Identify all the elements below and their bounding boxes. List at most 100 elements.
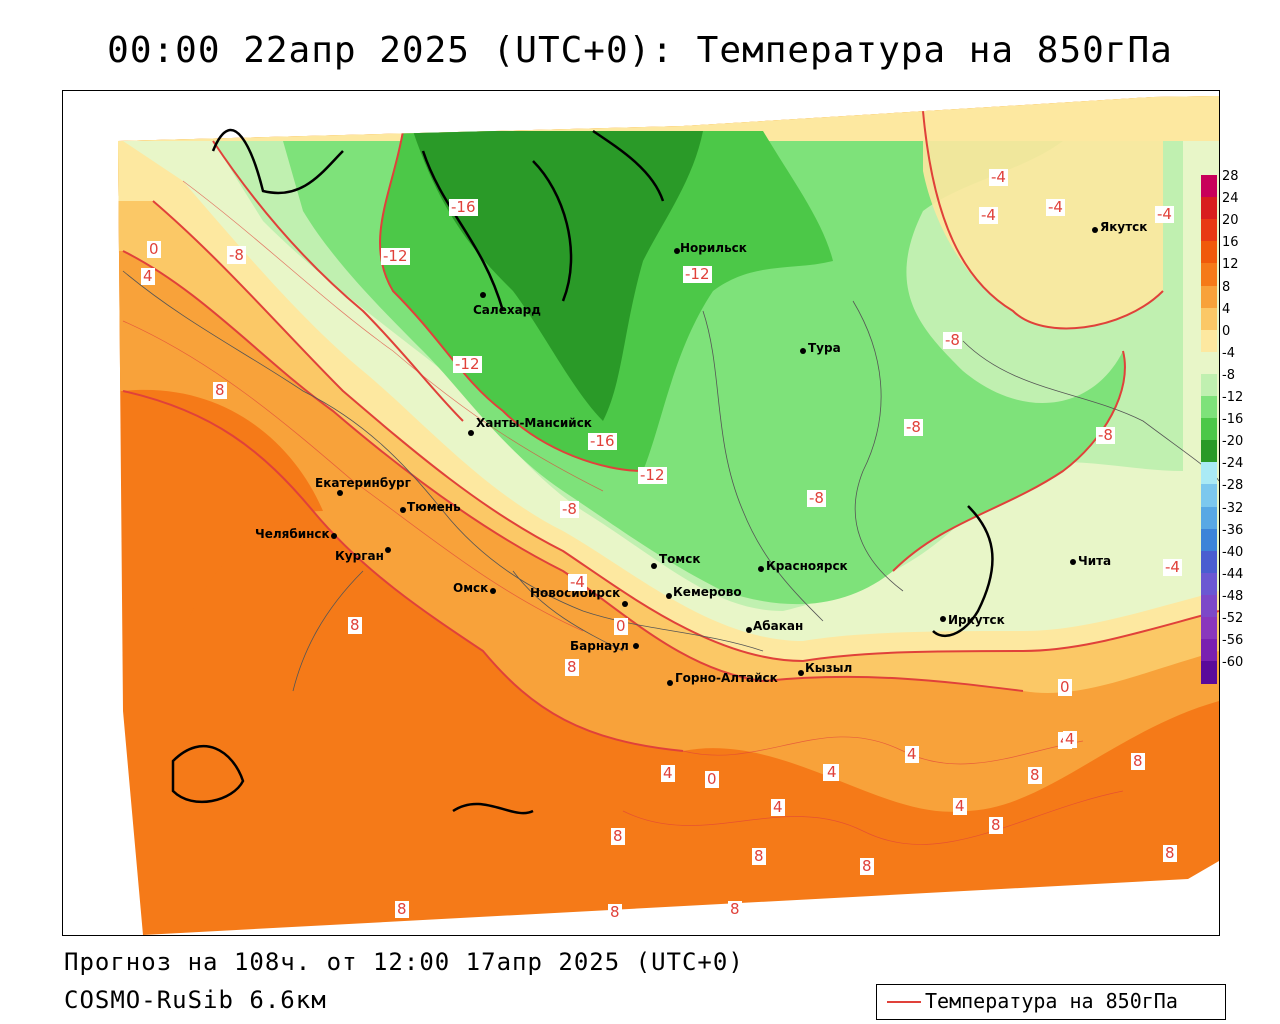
legend-label: Температура на 850гПа bbox=[925, 989, 1178, 1013]
city-label: Абакан bbox=[753, 619, 804, 633]
city-label: Иркутск bbox=[948, 613, 1005, 627]
city-dot bbox=[622, 601, 628, 607]
contour-label: 8 bbox=[1131, 752, 1145, 770]
contour-label: -4 bbox=[1046, 198, 1065, 216]
contour-label: -12 bbox=[381, 247, 410, 265]
colorbar-segment bbox=[1201, 639, 1217, 662]
city-dot bbox=[798, 670, 804, 676]
colorbar-tick-label: -4 bbox=[1222, 345, 1235, 361]
city-label: Омск bbox=[453, 581, 489, 595]
city-label: Курган bbox=[335, 549, 384, 563]
colorbar-segment bbox=[1201, 484, 1217, 507]
city-label: Кемерово bbox=[673, 585, 742, 599]
contour-label: 8 bbox=[213, 381, 227, 399]
contour-label: 4 bbox=[1063, 730, 1077, 748]
city-label: Кызыл bbox=[805, 661, 853, 675]
contour-label: -12 bbox=[638, 466, 667, 484]
colorbar-tick-label: -48 bbox=[1222, 588, 1244, 604]
city-dot bbox=[940, 616, 946, 622]
city-dot bbox=[746, 627, 752, 633]
city-label: Чита bbox=[1078, 554, 1112, 568]
city-dot bbox=[1070, 559, 1076, 565]
colorbar-segment bbox=[1201, 550, 1217, 574]
colorbar-tick-label: -40 bbox=[1222, 544, 1244, 560]
colorbar-segment bbox=[1201, 462, 1217, 485]
city-label: Томск bbox=[659, 552, 701, 566]
colorbar-segment bbox=[1201, 241, 1217, 264]
city-label: Тура bbox=[808, 341, 841, 355]
contour-label: 4 bbox=[953, 797, 967, 815]
contour-label: 8 bbox=[611, 827, 625, 845]
colorbar-tick-label: 20 bbox=[1222, 213, 1239, 229]
contour-label: -12 bbox=[683, 265, 712, 283]
city-dot bbox=[674, 248, 680, 254]
colorbar-tick-label: -12 bbox=[1222, 390, 1244, 405]
colorbar-segment bbox=[1201, 661, 1217, 684]
contour-label: 8 bbox=[728, 900, 742, 918]
city-label: Ханты-Мансийск bbox=[476, 416, 592, 430]
contour-label: 8 bbox=[1028, 766, 1042, 784]
colorbar-strip bbox=[1201, 175, 1217, 684]
colorbar-segment bbox=[1201, 373, 1217, 397]
contour-label: 0 bbox=[147, 240, 161, 258]
city-dot bbox=[758, 566, 764, 572]
city-dot bbox=[666, 593, 672, 599]
contour-label: 4 bbox=[771, 798, 785, 816]
colorbar-tick-label: -44 bbox=[1222, 566, 1244, 582]
colorbar-segment bbox=[1201, 197, 1217, 220]
map-area[interactable]: Норильск Салехард Тура Якутск Ханты-Манс… bbox=[62, 90, 1220, 936]
colorbar-tick-label: -36 bbox=[1222, 522, 1244, 538]
contour-label: 0 bbox=[705, 770, 719, 788]
city-label: Екатеринбург bbox=[315, 476, 411, 490]
city-dot bbox=[651, 563, 657, 569]
contour-label: 0 bbox=[614, 617, 628, 635]
contour-label: 4 bbox=[141, 267, 155, 285]
contour-label: -8 bbox=[943, 331, 962, 349]
model-name: COSMO-RuSib 6.6км bbox=[64, 986, 327, 1014]
city-dot bbox=[385, 547, 391, 553]
city-dot bbox=[633, 643, 639, 649]
contour-label: -16 bbox=[588, 432, 617, 450]
city-label: Салехард bbox=[473, 303, 541, 317]
city-dot bbox=[800, 348, 806, 354]
city-dot bbox=[1092, 227, 1098, 233]
contour-label: -12 bbox=[453, 355, 482, 373]
contour-label: -8 bbox=[560, 500, 579, 518]
temperature-field bbox=[118, 96, 1219, 935]
city-label: Челябинск bbox=[255, 527, 330, 541]
colorbar-segment bbox=[1201, 528, 1217, 552]
colorbar-tick-label: -20 bbox=[1222, 434, 1244, 450]
colorbar-tick-label: 4 bbox=[1222, 301, 1231, 317]
contour-label: -8 bbox=[904, 418, 923, 436]
contour-label: 8 bbox=[989, 816, 1003, 834]
map-title: 00:00 22апр 2025 (UTC+0): Температура на… bbox=[107, 30, 1173, 71]
colorbar-tick-label: 28 bbox=[1222, 169, 1239, 184]
colorbar-tick-label: 12 bbox=[1222, 257, 1239, 273]
colorbar-tick-label: -28 bbox=[1222, 478, 1244, 494]
contour-label: 4 bbox=[661, 764, 675, 782]
city-label: Барнаул bbox=[570, 639, 629, 653]
city-dot bbox=[667, 680, 673, 686]
city-dot bbox=[468, 430, 474, 436]
city-label: Тюмень bbox=[407, 500, 461, 514]
colorbar-segment bbox=[1201, 396, 1217, 419]
colorbar-tick-label: -52 bbox=[1222, 611, 1244, 626]
contour-label: 8 bbox=[348, 616, 362, 634]
contour-label: -4 bbox=[568, 573, 587, 591]
contour-label: 0 bbox=[1058, 678, 1072, 696]
city-dot bbox=[490, 588, 496, 594]
colorbar-tick-label: -60 bbox=[1222, 655, 1244, 671]
city-dot bbox=[400, 507, 406, 513]
colorbar-segment bbox=[1201, 351, 1217, 375]
colorbar-segment bbox=[1201, 219, 1217, 242]
colorbar-segment bbox=[1201, 617, 1217, 640]
contour-label: -4 bbox=[1155, 205, 1174, 223]
colorbar-segment bbox=[1201, 506, 1217, 530]
contour-label: 8 bbox=[860, 857, 874, 875]
contour-label: 8 bbox=[752, 847, 766, 865]
contour-label: -4 bbox=[1163, 558, 1182, 576]
colorbar-segment bbox=[1201, 285, 1217, 309]
city-label: Новосибирск bbox=[530, 586, 621, 600]
colorbar-segment bbox=[1201, 307, 1217, 331]
contour-label: -16 bbox=[449, 198, 478, 216]
